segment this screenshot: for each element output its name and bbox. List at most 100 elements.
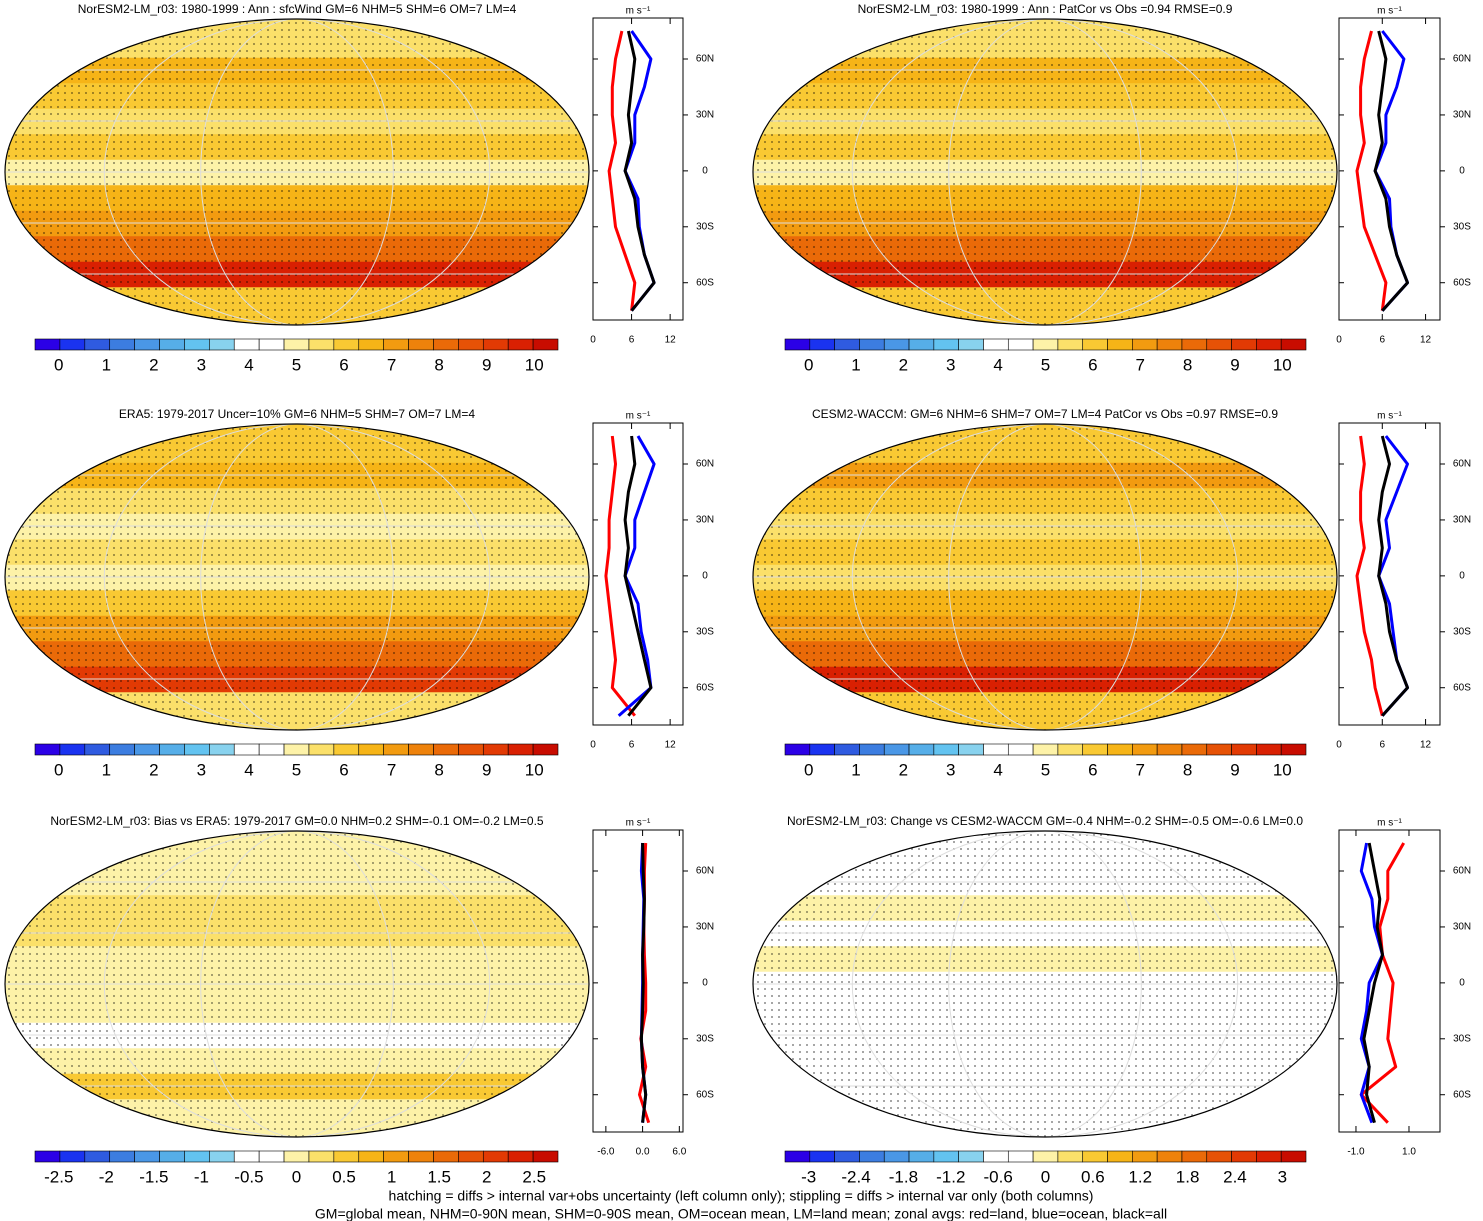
colorbar-label: 6 [1088, 760, 1097, 779]
x-tick-label: 12 [665, 335, 677, 346]
y-tick-label: 30S [696, 1033, 714, 1044]
colorbar-box [333, 338, 360, 351]
y-tick-label: 60N [696, 459, 714, 470]
colorbar-box [908, 1150, 935, 1163]
colorbar-box [1032, 1150, 1059, 1163]
zonal-line [1359, 842, 1384, 1124]
y-tick-label: 0 [702, 166, 708, 177]
colorbar-box [834, 743, 860, 756]
colorbar-label: 2 [899, 355, 908, 374]
panel-title: NorESM2-LM_r03: Bias vs ERA5: 1979-2017 … [50, 814, 544, 828]
colorbar-box [458, 1150, 484, 1163]
colorbar-box [84, 1150, 111, 1163]
colorbar-box [408, 743, 434, 756]
colorbar-label: 3 [946, 355, 955, 374]
map [753, 831, 1337, 1137]
colorbar-box [34, 1150, 61, 1163]
colorbar-label: 4 [993, 760, 1002, 779]
colorbar-box [883, 338, 910, 351]
map-meridian [200, 831, 394, 1137]
colorbar-box [809, 338, 835, 351]
colorbar-box [809, 1150, 835, 1163]
colorbar-label: 10 [525, 760, 544, 779]
colorbar-box [859, 338, 885, 351]
zonal-line [623, 30, 656, 312]
colorbar-label: 0 [54, 355, 63, 374]
unit-label: m s⁻¹ [626, 818, 651, 829]
y-tick-label: 0 [702, 978, 708, 989]
colorbar-box [1107, 338, 1133, 351]
y-tick-label: 30N [696, 110, 714, 121]
map-border [4, 423, 590, 731]
colorbar-box [784, 338, 811, 351]
colorbar-label: 1.5 [427, 1167, 451, 1186]
colorbar-label: -1.2 [936, 1167, 965, 1186]
colorbar-box [59, 338, 86, 351]
zonal-line [1359, 842, 1406, 1124]
colorbar-label: 0.6 [1081, 1167, 1105, 1186]
map-meridian [851, 19, 1239, 325]
map-meridian [948, 831, 1142, 1137]
colorbar-box [233, 1150, 260, 1163]
colorbar-label: 8 [1183, 760, 1192, 779]
colorbar-label: 10 [1273, 760, 1292, 779]
map-border [4, 18, 590, 326]
colorbar-box [482, 338, 509, 351]
y-tick-label: 30N [1453, 922, 1471, 933]
map-meridian [948, 19, 1142, 325]
colorbar-box [1032, 338, 1059, 351]
colorbar-box [109, 743, 135, 756]
colorbar-box [532, 743, 559, 756]
colorbar-box [532, 338, 559, 351]
zonal-line [1362, 842, 1384, 1124]
zonal-frame [592, 17, 684, 321]
colorbar-box [134, 338, 160, 351]
colorbar-box [1082, 743, 1108, 756]
map-meridian [103, 424, 491, 730]
colorbar-label: 9 [1230, 760, 1239, 779]
zonal-line [607, 30, 637, 311]
y-tick-label: 30N [1453, 515, 1471, 526]
y-tick-label: 0 [702, 571, 708, 582]
colorbar-box [883, 743, 910, 756]
map [5, 19, 589, 325]
colorbar-box [1156, 1150, 1183, 1163]
colorbar-box [258, 338, 285, 351]
colorbar-label: 10 [1273, 355, 1292, 374]
colorbar-box [1007, 743, 1034, 756]
colorbar-label: -0.6 [983, 1167, 1012, 1186]
colorbar-box [1231, 743, 1257, 756]
colorbar-box [983, 743, 1009, 756]
colorbar-box [408, 338, 434, 351]
colorbar-box [109, 1150, 135, 1163]
colorbar-box [1280, 338, 1307, 351]
colorbar-box [358, 338, 384, 351]
footer-line: GM=global mean, NHM=0-90N mean, SHM=0-90… [315, 1206, 1167, 1221]
y-tick-label: 30N [1453, 110, 1471, 121]
map [5, 831, 589, 1137]
x-tick-label: 12 [665, 740, 677, 751]
colorbar-box [859, 1150, 885, 1163]
colorbar-label: 0 [804, 760, 813, 779]
colorbar-label: -1.8 [889, 1167, 918, 1186]
colorbar-box [408, 1150, 434, 1163]
colorbar-box [184, 743, 210, 756]
colorbar-label: 8 [1183, 355, 1192, 374]
colorbar-label: 7 [1135, 355, 1144, 374]
y-tick-label: 60N [696, 866, 714, 877]
colorbar-box [159, 1150, 185, 1163]
colorbar-box [258, 743, 285, 756]
map-meridian [851, 424, 1239, 730]
colorbar-label: 8 [434, 355, 443, 374]
y-tick-label: 0 [1459, 571, 1465, 582]
colorbar-box [383, 743, 409, 756]
colorbar-box [233, 338, 260, 351]
y-tick-label: 60S [696, 1089, 714, 1100]
map-meridian [103, 19, 491, 325]
colorbar-box [809, 743, 835, 756]
colorbar-box [834, 338, 860, 351]
x-tick-label: 6 [1380, 335, 1386, 346]
colorbar-box [209, 1150, 235, 1163]
